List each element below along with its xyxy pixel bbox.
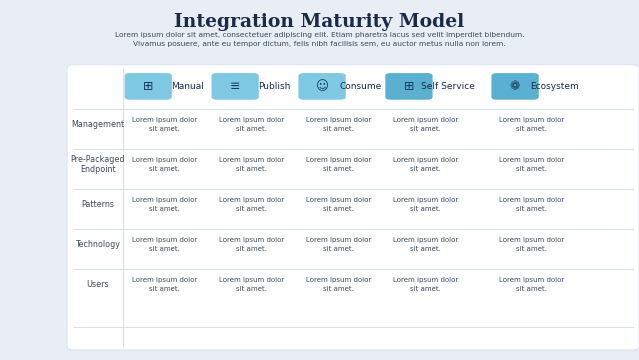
Text: Lorem ipsum dolor
sit amet.: Lorem ipsum dolor sit amet. xyxy=(393,277,458,292)
Text: Lorem ipsum dolor
sit amet.: Lorem ipsum dolor sit amet. xyxy=(393,197,458,212)
Text: Lorem ipsum dolor
sit amet.: Lorem ipsum dolor sit amet. xyxy=(219,117,284,132)
Text: Lorem ipsum dolor
sit amet.: Lorem ipsum dolor sit amet. xyxy=(499,157,564,172)
Text: Lorem ipsum dolor
sit amet.: Lorem ipsum dolor sit amet. xyxy=(306,117,371,132)
Text: Publish: Publish xyxy=(258,82,290,91)
Text: ⊞: ⊞ xyxy=(404,80,414,93)
FancyBboxPatch shape xyxy=(491,73,539,100)
FancyBboxPatch shape xyxy=(212,73,259,100)
Text: Users: Users xyxy=(86,280,109,289)
Text: Lorem ipsum dolor
sit amet.: Lorem ipsum dolor sit amet. xyxy=(306,237,371,252)
Text: Lorem ipsum dolor
sit amet.: Lorem ipsum dolor sit amet. xyxy=(219,197,284,212)
FancyBboxPatch shape xyxy=(385,73,433,100)
Text: Ecosystem: Ecosystem xyxy=(530,82,578,91)
Text: Lorem ipsum dolor
sit amet.: Lorem ipsum dolor sit amet. xyxy=(393,117,458,132)
Text: Lorem ipsum dolor
sit amet.: Lorem ipsum dolor sit amet. xyxy=(132,197,197,212)
Text: Lorem ipsum dolor
sit amet.: Lorem ipsum dolor sit amet. xyxy=(132,117,197,132)
FancyBboxPatch shape xyxy=(125,73,172,100)
Text: Lorem ipsum dolor sit amet, consectetuer adipiscing elit. Etiam pharetra lacus s: Lorem ipsum dolor sit amet, consectetuer… xyxy=(114,32,525,38)
Text: Management: Management xyxy=(71,120,125,129)
Text: Manual: Manual xyxy=(171,82,204,91)
Text: Technology: Technology xyxy=(75,240,120,249)
Text: Lorem ipsum dolor
sit amet.: Lorem ipsum dolor sit amet. xyxy=(393,237,458,252)
Text: Self Service: Self Service xyxy=(421,82,475,91)
Text: ≡: ≡ xyxy=(230,80,240,93)
Text: Lorem ipsum dolor
sit amet.: Lorem ipsum dolor sit amet. xyxy=(499,197,564,212)
Text: Lorem ipsum dolor
sit amet.: Lorem ipsum dolor sit amet. xyxy=(393,157,458,172)
FancyBboxPatch shape xyxy=(298,73,346,100)
Text: Lorem ipsum dolor
sit amet.: Lorem ipsum dolor sit amet. xyxy=(219,277,284,292)
Text: Lorem ipsum dolor
sit amet.: Lorem ipsum dolor sit amet. xyxy=(306,157,371,172)
Text: Lorem ipsum dolor
sit amet.: Lorem ipsum dolor sit amet. xyxy=(219,157,284,172)
Text: Consume: Consume xyxy=(340,82,382,91)
Text: Lorem ipsum dolor
sit amet.: Lorem ipsum dolor sit amet. xyxy=(306,277,371,292)
Text: Lorem ipsum dolor
sit amet.: Lorem ipsum dolor sit amet. xyxy=(132,237,197,252)
Text: Lorem ipsum dolor
sit amet.: Lorem ipsum dolor sit amet. xyxy=(219,237,284,252)
Text: ☺: ☺ xyxy=(316,80,328,93)
Text: Lorem ipsum dolor
sit amet.: Lorem ipsum dolor sit amet. xyxy=(306,197,371,212)
Text: Lorem ipsum dolor
sit amet.: Lorem ipsum dolor sit amet. xyxy=(132,157,197,172)
FancyBboxPatch shape xyxy=(67,65,639,350)
Text: Lorem ipsum dolor
sit amet.: Lorem ipsum dolor sit amet. xyxy=(499,277,564,292)
Text: Lorem ipsum dolor
sit amet.: Lorem ipsum dolor sit amet. xyxy=(132,277,197,292)
Text: ⊞: ⊞ xyxy=(143,80,153,93)
Text: ❁: ❁ xyxy=(510,80,520,93)
Text: Patterns: Patterns xyxy=(81,200,114,209)
Text: Lorem ipsum dolor
sit amet.: Lorem ipsum dolor sit amet. xyxy=(499,117,564,132)
Text: Vivamus posuere, ante eu tempor dictum, felis nibh facilisis sem, eu auctor metu: Vivamus posuere, ante eu tempor dictum, … xyxy=(133,41,506,47)
Text: Integration Maturity Model: Integration Maturity Model xyxy=(174,13,465,31)
Text: Pre-Packaged
Endpoint: Pre-Packaged Endpoint xyxy=(70,155,125,174)
Text: Lorem ipsum dolor
sit amet.: Lorem ipsum dolor sit amet. xyxy=(499,237,564,252)
